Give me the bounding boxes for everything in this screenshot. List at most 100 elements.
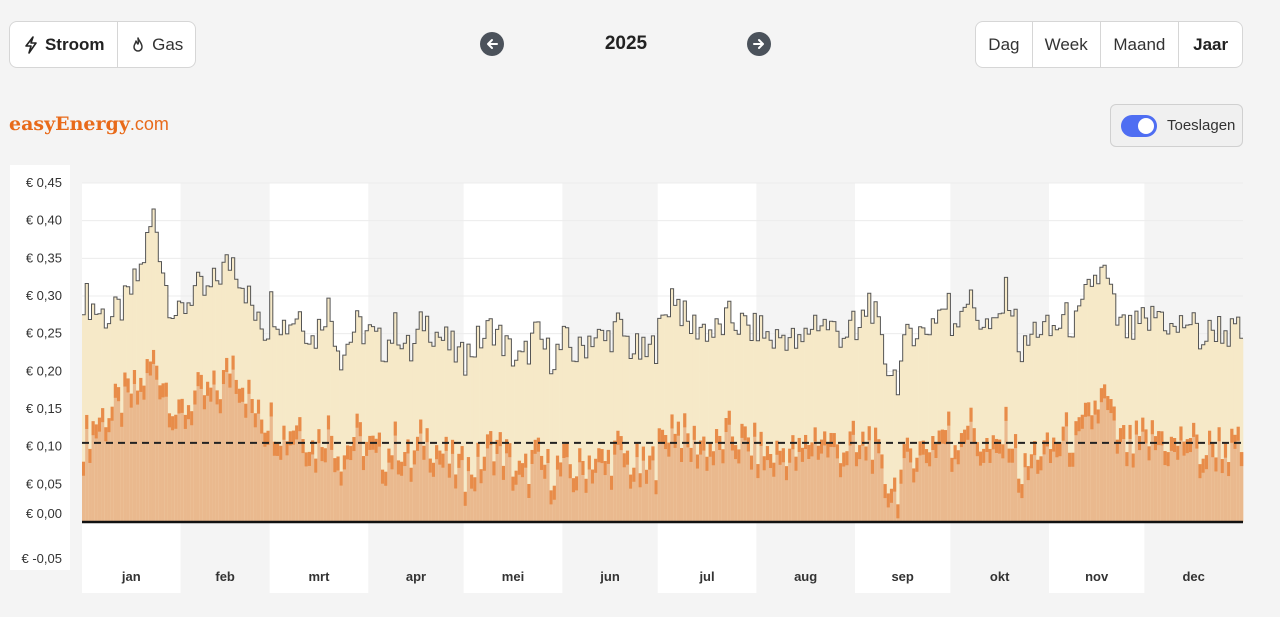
total-bar bbox=[291, 323, 296, 522]
total-bar bbox=[950, 335, 954, 522]
price-bar bbox=[180, 398, 185, 522]
total-bar bbox=[1087, 279, 1091, 522]
price-bar bbox=[139, 377, 143, 522]
price-bar bbox=[1036, 459, 1040, 522]
price-bar bbox=[994, 438, 999, 522]
price-bar-peak bbox=[406, 439, 410, 454]
total-bar bbox=[1236, 317, 1241, 522]
tab-dag[interactable]: Dag bbox=[976, 22, 1033, 67]
price-bar bbox=[848, 431, 853, 522]
total-bar bbox=[749, 340, 754, 522]
price-bar bbox=[708, 442, 713, 522]
price-bar bbox=[406, 439, 410, 522]
price-bar bbox=[177, 399, 181, 522]
next-year-button[interactable] bbox=[747, 32, 771, 56]
total-bar bbox=[953, 323, 958, 522]
price-bar-peak bbox=[431, 462, 436, 477]
total-bar bbox=[536, 321, 541, 522]
total-bar bbox=[1128, 315, 1132, 522]
price-bar-peak bbox=[304, 452, 309, 467]
total-bar bbox=[524, 341, 528, 522]
total-bar bbox=[317, 319, 321, 522]
price-bar-peak bbox=[336, 456, 340, 471]
price-bar-peak bbox=[107, 418, 111, 433]
price-bar bbox=[1163, 451, 1167, 522]
price-bar-peak bbox=[1118, 428, 1123, 443]
total-bar bbox=[861, 310, 865, 522]
price-bar bbox=[804, 434, 808, 522]
total-bar bbox=[1153, 317, 1158, 522]
price-bar-peak bbox=[590, 469, 595, 484]
price-bar-peak bbox=[1134, 420, 1139, 435]
total-bar bbox=[336, 351, 340, 522]
total-bar bbox=[1173, 326, 1177, 522]
total-bar bbox=[1026, 345, 1031, 522]
price-bar-peak bbox=[1195, 434, 1199, 449]
total-bar bbox=[396, 345, 401, 522]
total-bar bbox=[740, 313, 744, 522]
price-bar bbox=[1064, 412, 1069, 522]
price-bar-peak bbox=[1236, 426, 1241, 441]
price-bar-peak bbox=[1083, 402, 1088, 417]
total-bar bbox=[489, 318, 493, 522]
price-bar bbox=[371, 435, 375, 522]
total-bar bbox=[495, 329, 499, 522]
price-bar bbox=[428, 458, 433, 522]
total-bar bbox=[921, 327, 926, 522]
tab-maand[interactable]: Maand bbox=[1101, 22, 1180, 67]
tab-jaar[interactable]: Jaar bbox=[1193, 34, 1229, 54]
price-bar bbox=[101, 408, 105, 522]
price-bar-peak bbox=[606, 449, 611, 464]
price-bar-peak bbox=[285, 441, 290, 456]
price-bar-peak bbox=[613, 440, 617, 455]
price-bar-peak bbox=[810, 442, 814, 457]
price-bar-peak bbox=[85, 414, 89, 429]
total-bar bbox=[800, 341, 805, 522]
toggle-knob bbox=[1138, 117, 1154, 134]
previous-year-button[interactable] bbox=[480, 32, 504, 56]
total-bar bbox=[610, 351, 614, 522]
price-bar bbox=[648, 455, 652, 522]
price-bar bbox=[1013, 434, 1018, 522]
price-bar-peak bbox=[409, 467, 414, 482]
total-bar bbox=[864, 316, 868, 522]
total-bar bbox=[963, 307, 967, 522]
surcharges-toggle[interactable]: Toeslagen bbox=[1110, 104, 1243, 147]
total-bar bbox=[641, 337, 646, 522]
total-bar bbox=[279, 334, 283, 522]
price-bar-peak bbox=[1068, 452, 1072, 467]
price-bar-peak bbox=[104, 427, 108, 442]
price-bar-peak bbox=[874, 427, 878, 442]
price-bar bbox=[918, 441, 923, 522]
total-bar bbox=[829, 321, 833, 522]
price-bar-peak bbox=[282, 425, 286, 440]
price-bar-peak bbox=[1230, 428, 1234, 443]
total-bar bbox=[298, 311, 302, 522]
price-bar-peak bbox=[177, 399, 181, 414]
total-bar bbox=[450, 331, 455, 522]
price-bar-peak bbox=[975, 442, 980, 457]
price-bar-peak bbox=[851, 420, 856, 435]
tab-week[interactable]: Week bbox=[1033, 22, 1101, 67]
price-bar-peak bbox=[355, 413, 360, 428]
total-bar bbox=[622, 336, 627, 522]
price-bar-peak bbox=[307, 451, 312, 466]
price-bar-peak bbox=[136, 390, 140, 405]
gas-button[interactable]: Gas bbox=[118, 22, 195, 67]
price-bar bbox=[498, 432, 503, 522]
price-bar-peak bbox=[218, 399, 223, 414]
price-bar-peak bbox=[234, 379, 239, 394]
price-bar-peak bbox=[692, 425, 697, 440]
price-bar-peak bbox=[1169, 436, 1174, 451]
price-bar bbox=[1176, 445, 1180, 522]
price-bar-peak bbox=[1093, 400, 1097, 415]
total-bar bbox=[1010, 315, 1015, 522]
toggle-switch[interactable] bbox=[1121, 114, 1157, 137]
price-bar-peak bbox=[94, 424, 99, 439]
stroom-button[interactable]: Stroom bbox=[10, 22, 119, 67]
price-bar-peak bbox=[982, 448, 986, 463]
price-bar-peak bbox=[555, 455, 560, 470]
total-bar bbox=[1211, 330, 1215, 522]
price-bar-peak bbox=[120, 412, 124, 427]
price-bar bbox=[676, 421, 681, 522]
